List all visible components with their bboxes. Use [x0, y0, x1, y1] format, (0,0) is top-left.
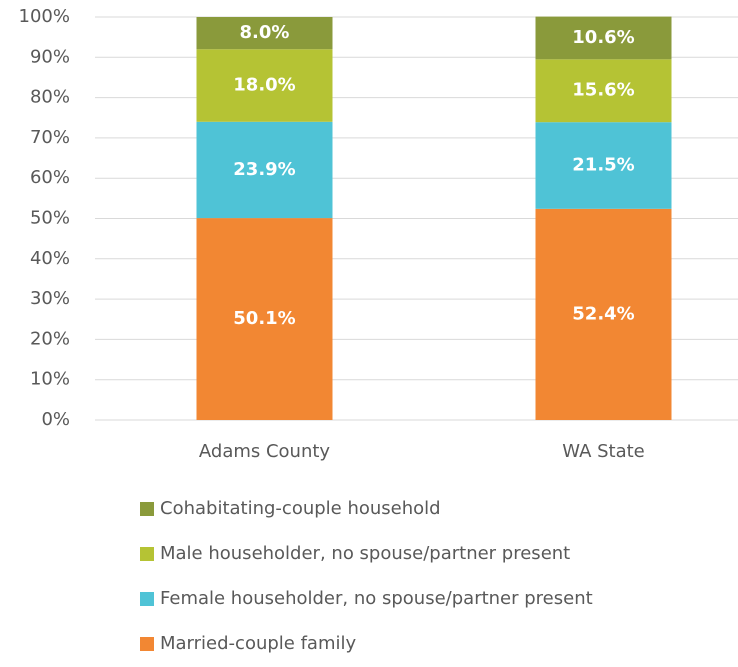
- legend-label: Female householder, no spouse/partner pr…: [160, 588, 593, 609]
- value-label: 50.1%: [233, 308, 295, 329]
- bar-segment: [196, 49, 333, 122]
- bar-segment: [196, 121, 333, 219]
- value-label: 21.5%: [572, 155, 634, 176]
- legend-swatch: [140, 637, 154, 651]
- bar-segment: [196, 218, 333, 420]
- x-tick-label: Adams County: [199, 441, 331, 462]
- bar-segment: [535, 16, 672, 60]
- bar-segment: [535, 208, 672, 420]
- value-label: 52.4%: [572, 303, 634, 324]
- legend-swatch: [140, 592, 154, 606]
- y-tick-label: 60%: [30, 167, 70, 188]
- y-tick-label: 80%: [30, 87, 70, 108]
- value-label: 8.0%: [240, 22, 290, 43]
- legend-label: Cohabitating-couple household: [160, 498, 441, 519]
- y-tick-label: 30%: [30, 288, 70, 309]
- value-label: 18.0%: [233, 75, 295, 96]
- legend-swatch: [140, 502, 154, 516]
- bar-segment: [196, 17, 333, 50]
- y-tick-label: 10%: [30, 369, 70, 390]
- value-label: 10.6%: [572, 27, 634, 48]
- y-tick-label: 90%: [30, 46, 70, 67]
- legend-label: Male householder, no spouse/partner pres…: [160, 543, 570, 564]
- y-tick-label: 50%: [30, 208, 70, 229]
- legend-label: Married-couple family: [160, 633, 356, 654]
- bar-segment: [535, 122, 672, 209]
- y-tick-label: 20%: [30, 328, 70, 349]
- value-label: 15.6%: [572, 80, 634, 101]
- y-tick-label: 0%: [41, 409, 70, 430]
- y-tick-label: 40%: [30, 248, 70, 269]
- x-tick-label: WA State: [562, 441, 645, 462]
- y-tick-label: 70%: [30, 127, 70, 148]
- y-tick-label: 100%: [19, 6, 70, 27]
- bar-segment: [535, 59, 672, 123]
- value-label: 23.9%: [233, 159, 295, 180]
- legend-swatch: [140, 547, 154, 561]
